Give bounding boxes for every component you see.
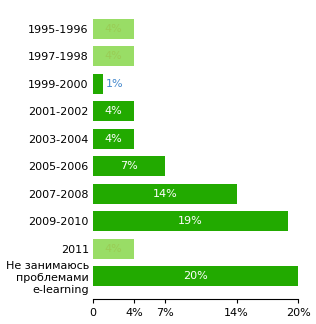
Text: 20%: 20%	[183, 271, 208, 281]
Text: 14%: 14%	[152, 189, 177, 199]
Bar	[93, 46, 134, 66]
Bar	[93, 156, 165, 176]
Text: 19%: 19%	[178, 216, 203, 226]
Bar	[93, 239, 134, 259]
Bar	[93, 129, 134, 149]
Text: 4%: 4%	[105, 24, 122, 34]
Bar	[93, 184, 237, 203]
Bar	[93, 101, 134, 121]
Bar	[93, 19, 134, 39]
Bar	[93, 74, 103, 94]
Text: 1%: 1%	[106, 79, 124, 89]
Text: 4%: 4%	[105, 244, 122, 254]
Text: 4%: 4%	[105, 134, 122, 144]
Text: 4%: 4%	[105, 51, 122, 61]
Bar	[93, 211, 288, 231]
Bar	[93, 266, 298, 286]
Text: 7%: 7%	[120, 161, 138, 171]
Text: 4%: 4%	[105, 106, 122, 116]
